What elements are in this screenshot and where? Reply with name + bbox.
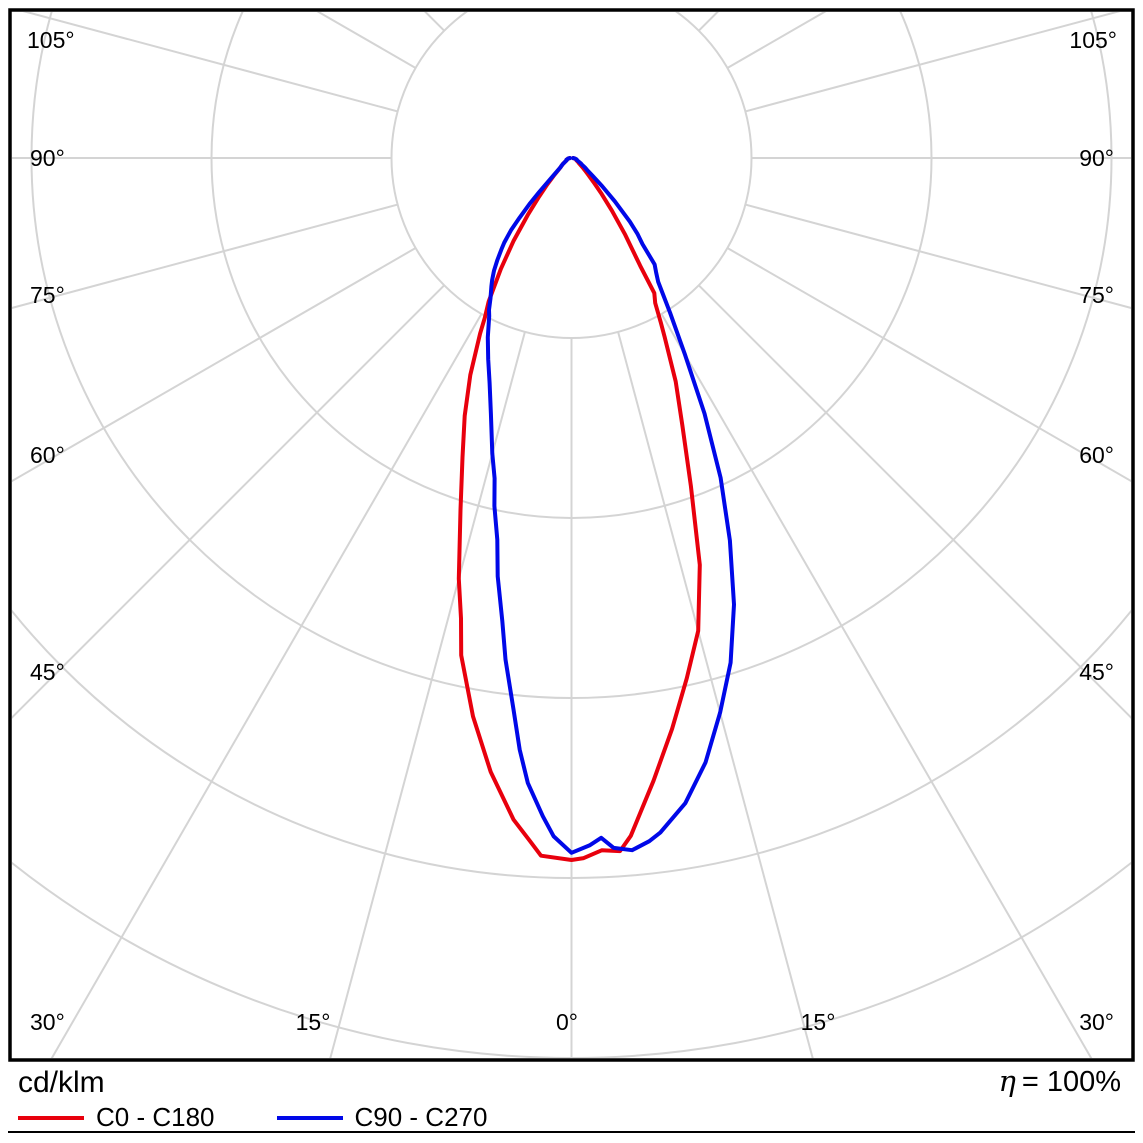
gamma-label: 45° [30, 659, 65, 685]
gamma-label: 90° [1079, 145, 1114, 171]
polar-grid [0, 0, 1143, 1058]
legend-item-c0-c180: C0 - C180 [18, 1102, 215, 1133]
grid-ray [12, 284, 445, 719]
gamma-label: 30° [30, 1009, 65, 1035]
legend-item-c90-c270: C90 - C270 [276, 1102, 488, 1133]
grid-ray [617, 331, 814, 1058]
gamma-label: 75° [30, 282, 65, 308]
gamma-label: 105° [1069, 27, 1117, 53]
bottom-rule [8, 1131, 1135, 1133]
polar-chart: 105° 90° 75° 60° 45° 30° 15° 0° 15° 30° 45° 60° 75° 9… [0, 0, 1143, 1062]
legend-swatch-c90-c270 [276, 1115, 343, 1120]
grid-ray [22, 12, 398, 113]
eta-symbol: η [998, 1064, 1016, 1098]
gamma-label: 15° [801, 1009, 836, 1035]
grid-ray [726, 247, 1131, 483]
radial-unit-label: cd/klm [18, 1066, 105, 1099]
grid-ray [660, 313, 1093, 1058]
grid-ray [698, 284, 1131, 719]
grid-ray [329, 331, 526, 1058]
gamma-label: 0° [556, 1009, 578, 1035]
eta-value: = 100% [1021, 1066, 1121, 1098]
curves [456, 156, 736, 862]
gamma-label: 75° [1079, 282, 1114, 308]
gamma-label: 90° [30, 145, 65, 171]
grid-ray [12, 203, 398, 309]
gamma-label: 30° [1079, 1009, 1114, 1035]
gamma-label: 45° [1079, 659, 1114, 685]
grid-ray [745, 203, 1131, 309]
chart-frame [8, 8, 1135, 1062]
curve-c90-c270 [485, 156, 736, 855]
grid-ray [50, 313, 483, 1058]
gamma-label: 60° [1079, 442, 1114, 468]
gamma-label: 105° [27, 27, 75, 53]
legend-label-c0-c180: C0 - C180 [96, 1102, 215, 1132]
gamma-label: 60° [30, 442, 65, 468]
legend-swatch-c0-c180 [18, 1115, 84, 1120]
gamma-label: 15° [296, 1009, 331, 1035]
legend-label-c90-c270: C90 - C270 [354, 1102, 488, 1132]
grid-ray [12, 247, 417, 483]
grid-ray [662, 0, 1143, 2]
grid-ray [0, 0, 482, 2]
light-output-ratio: η = 100% [998, 1064, 1121, 1099]
grid-ring [390, 12, 753, 339]
legend: C0 - C180 C90 - C270 [18, 1102, 487, 1133]
grid-ray [745, 12, 1121, 113]
